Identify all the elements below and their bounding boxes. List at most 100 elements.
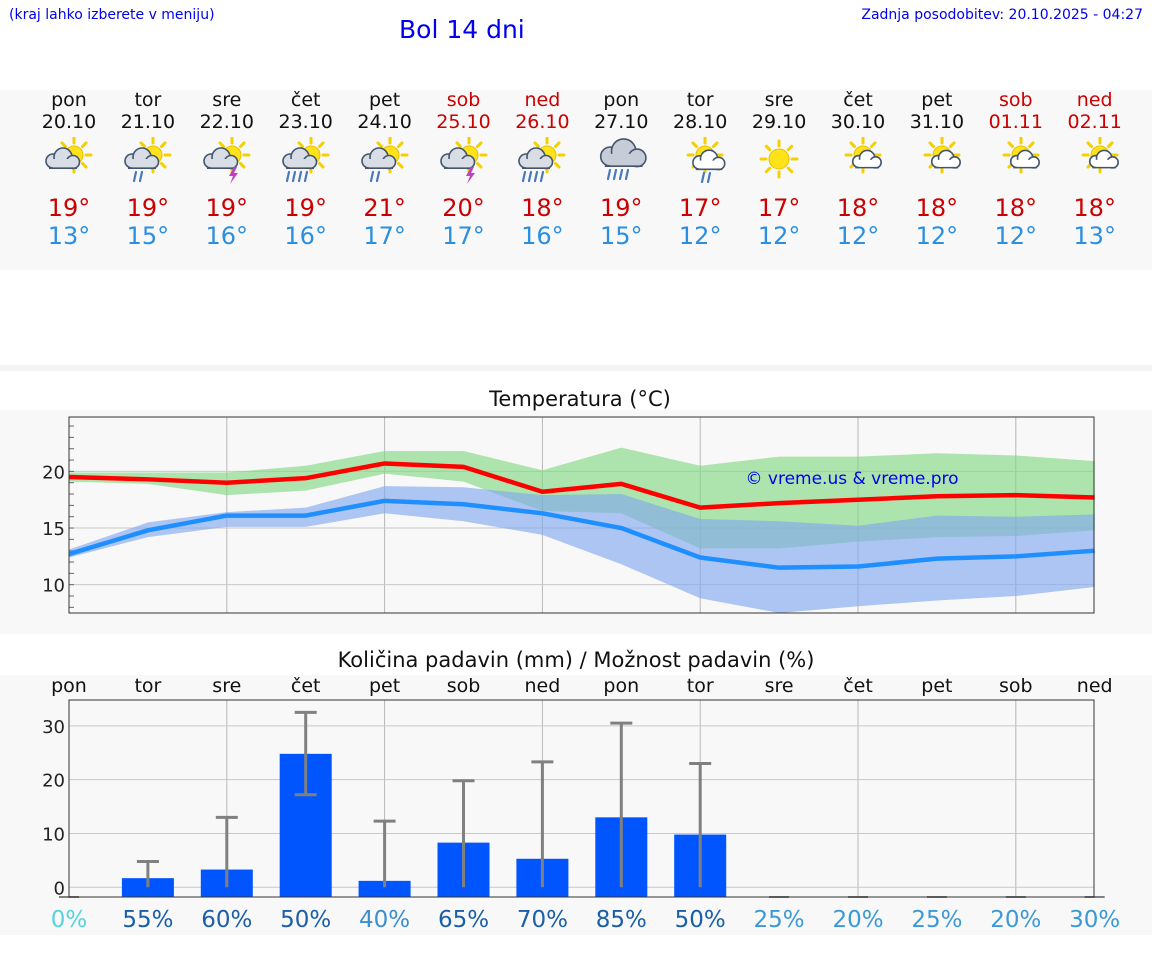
day-name: sre [764, 89, 794, 111]
probability-label: 20% [832, 907, 883, 933]
series-line [68, 461, 1095, 510]
probability-label: 65% [438, 907, 489, 933]
day-column: pet 31.10 18° 12° [897, 89, 977, 250]
category-label: tor [687, 675, 714, 697]
category-label: sob [447, 675, 481, 697]
sun-cloud-icon [45, 137, 93, 174]
day-name: sob [999, 89, 1033, 111]
temp-min: 15° [126, 222, 170, 250]
day-column: sob 01.11 18° 12° [976, 89, 1056, 250]
category-label: ned [1077, 675, 1113, 697]
precipitation-chart: pon tor sre čet pet sob ned pon tor sre čet pet sob n… [42, 675, 1120, 933]
last-update: Zadnja posodobitev: 20.10.2025 - 04:27 [861, 7, 1143, 23]
page-title: Bol 14 dni [399, 15, 525, 44]
day-date: 01.11 [988, 111, 1043, 133]
temp-max: 18° [836, 194, 880, 222]
sun-cloud-rain-icon [124, 137, 172, 183]
day-date: 28.10 [672, 111, 728, 133]
probability-label: 85% [596, 907, 647, 933]
sun-small-cloud-icon [1002, 137, 1040, 174]
temp-max: 19° [205, 194, 249, 222]
category-label: sob [999, 675, 1033, 697]
category-label: tor [134, 675, 161, 697]
temp-max: 20° [442, 194, 485, 222]
error-bar [531, 760, 554, 888]
temp-min: 12° [678, 222, 722, 250]
day-column: pet 24.10 21° 17° [345, 89, 425, 250]
day-date: 26.10 [515, 111, 570, 133]
day-date: 02.11 [1067, 111, 1122, 133]
day-date: 21.10 [120, 111, 176, 133]
y-tick-label: 10 [42, 824, 65, 845]
category-label: čet [843, 675, 873, 697]
day-date: 29.10 [751, 111, 807, 133]
category-label: ned [525, 675, 561, 697]
day-name: pet [368, 89, 401, 111]
temp-min: 12° [757, 222, 801, 250]
temp-max: 17° [757, 194, 801, 222]
sun-cloud-rain-icon [360, 137, 409, 183]
y-tick-label: 0 [54, 878, 65, 899]
day-column: čet 30.10 18° 12° [818, 89, 898, 250]
category-label: pet [369, 675, 400, 697]
plot-frame [68, 699, 1095, 898]
temp-max: 18° [994, 194, 1038, 222]
day-name: čet [290, 89, 321, 111]
day-date: 20.10 [41, 111, 97, 133]
temp-max: 19° [600, 194, 643, 222]
y-tick-label: 10 [42, 576, 65, 597]
day-name: pon [603, 89, 640, 111]
error-bar [373, 819, 396, 888]
sun-small-cloud-icon [844, 137, 882, 174]
day-column: tor 21.10 19° 15° [108, 89, 188, 250]
day-name: ned [524, 89, 561, 111]
day-date: 27.10 [594, 111, 649, 133]
day-date: 22.10 [199, 111, 254, 133]
day-column: tor 28.10 17° 12° [660, 89, 740, 250]
cloud-heavy-rain-icon [600, 138, 648, 181]
location-hint: (kraj lahko izberete v meniju) [9, 7, 215, 23]
gap-band [0, 365, 1152, 371]
day-column: ned 02.11 18° 13° [1055, 89, 1135, 250]
sun-cloud-heavy-rain-icon [518, 137, 566, 183]
day-name: pon [51, 89, 87, 111]
temp-min: 13° [1073, 222, 1116, 250]
temp-min: 12° [994, 222, 1038, 250]
plot-area [69, 700, 1094, 897]
temperature-chart: 10 15 20 © vreme.us & vreme.pro [42, 416, 1095, 614]
error-bar [136, 859, 159, 888]
precip-bar [121, 878, 174, 897]
day-column: sre 29.10 17° 12° [739, 89, 819, 250]
plot-frame [68, 416, 1095, 614]
range-band [69, 486, 1095, 613]
day-column: sre 22.10 19° 16° [187, 89, 267, 250]
temp-max: 19° [284, 194, 327, 222]
error-bar [452, 779, 475, 888]
probability-label: 0% [51, 907, 88, 933]
temp-min: 16° [205, 222, 249, 250]
probability-label: 20% [990, 907, 1041, 933]
day-name: sre [212, 89, 242, 111]
sun-small-cloud-icon [923, 137, 961, 174]
temp-max: 19° [126, 194, 170, 222]
day-date: 25.10 [436, 111, 491, 133]
temp-min: 12° [915, 222, 959, 250]
temp-max: 19° [47, 194, 91, 222]
category-label: sre [765, 675, 794, 697]
day-date: 23.10 [278, 111, 333, 133]
temp-min: 16° [521, 222, 564, 250]
temp-min: 12° [836, 222, 880, 250]
sun-thunder-icon [202, 137, 251, 184]
day-column: pon 20.10 19° 13° [29, 89, 109, 250]
category-label: sre [212, 675, 241, 697]
probability-label: 25% [911, 907, 962, 933]
temp-chart-title: Temperatura (°C) [489, 387, 671, 411]
day-name: tor [686, 89, 714, 111]
y-tick-label: 30 [42, 717, 65, 738]
error-bar [610, 721, 633, 888]
y-tick-label: 20 [42, 771, 65, 792]
sun-cloud-heavy-rain-icon [281, 137, 330, 183]
day-name: pet [921, 89, 953, 111]
day-name: tor [134, 89, 162, 111]
series-line [68, 498, 1095, 570]
